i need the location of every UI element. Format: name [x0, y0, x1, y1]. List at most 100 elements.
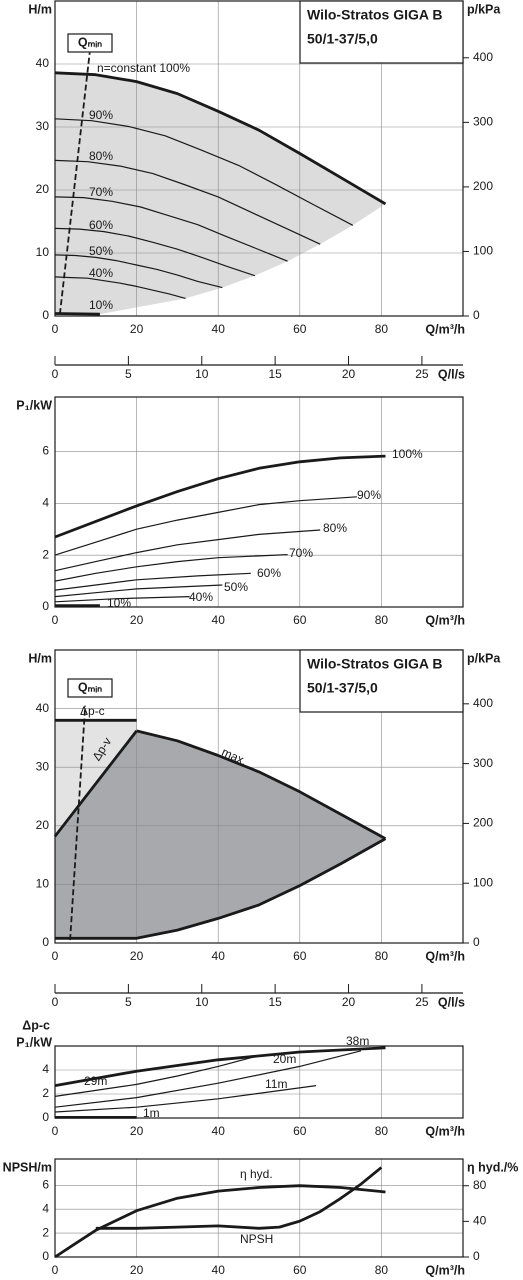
- y-axis-title: P₁/kW: [16, 1035, 52, 1049]
- curve: [59, 52, 91, 315]
- curve: [54, 312, 100, 316]
- x2-tick-label: 20: [342, 367, 356, 381]
- curve-label: 60%: [89, 218, 113, 232]
- x-tick-label: 80: [375, 949, 389, 963]
- x-axis-title: Q/m³/h: [425, 322, 465, 336]
- x-tick-label: 20: [130, 322, 144, 336]
- curve-label: 10%: [89, 298, 113, 312]
- y-tick-label: 4: [42, 1062, 49, 1076]
- x2-tick-label: 5: [125, 995, 132, 1009]
- y-tick-label: 40: [36, 701, 50, 715]
- curve: [54, 1046, 386, 1087]
- y-axis-title: P₁/kW: [16, 398, 52, 412]
- x2-tick-label: 25: [415, 367, 429, 381]
- curve: [54, 584, 223, 598]
- x-tick-label: 40: [212, 949, 226, 963]
- curve: [54, 71, 387, 206]
- y-tick-label: 0: [42, 935, 49, 949]
- x-tick-label: 20: [130, 1124, 144, 1138]
- y-tick-label: 2: [42, 1225, 49, 1239]
- x2-tick-label: 20: [342, 995, 356, 1009]
- x-tick-label: 20: [130, 613, 144, 627]
- y2-tick-label: 400: [473, 50, 493, 64]
- y-tick-label: 4: [42, 1201, 49, 1215]
- curve: [54, 454, 386, 539]
- y2-tick-label: 300: [473, 756, 493, 770]
- x2-tick-label: 25: [415, 995, 429, 1009]
- x-tick-label: 80: [375, 1124, 389, 1138]
- chart-subtitle: 50/1-37/5,0: [307, 31, 378, 47]
- chart-subtitle: 50/1-37/5,0: [307, 680, 378, 696]
- y-tick-label: 0: [42, 599, 49, 613]
- plot-frame: [54, 396, 464, 608]
- x-tick-label: 80: [375, 322, 389, 336]
- chart-title: Wilo-Stratos GIGA B: [307, 7, 442, 23]
- curve-label: 11m: [265, 1077, 287, 1091]
- x-tick-label: 60: [293, 1124, 307, 1138]
- curve-label: NPSH: [240, 1232, 273, 1246]
- plot-frame: [54, 1045, 464, 1119]
- control-mode: Δp-c: [22, 1018, 50, 1032]
- curve-label: 29m: [84, 1074, 107, 1088]
- curve: [54, 596, 190, 603]
- curve: [54, 496, 357, 556]
- plot-frame: [54, 0, 464, 317]
- x-tick-label: 60: [293, 322, 307, 336]
- x-tick-label: 20: [130, 949, 144, 963]
- x-tick-label: 60: [293, 613, 307, 627]
- x-tick-label: 40: [212, 322, 226, 336]
- y2-tick-label: 0: [473, 308, 480, 322]
- x-tick-label: 40: [212, 1263, 226, 1277]
- y2-tick-label: 0: [473, 935, 480, 949]
- x2-axis-title: Q/l/s: [438, 995, 465, 1009]
- x-tick-label: 40: [212, 613, 226, 627]
- curve-label: Qₘᵢₙ: [78, 35, 102, 49]
- chart-title: Wilo-Stratos GIGA B: [307, 656, 442, 672]
- curve: [54, 1050, 362, 1108]
- y2-tick-label: 100: [473, 875, 493, 889]
- y-tick-label: 0: [42, 308, 49, 322]
- curve: [54, 276, 186, 299]
- x-tick-label: 80: [375, 613, 389, 627]
- x-axis-title: Q/m³/h: [425, 1124, 465, 1138]
- x-tick-label: 20: [130, 1263, 144, 1277]
- x-axis-title: Q/m³/h: [425, 613, 465, 627]
- y2-tick-label: 100: [473, 244, 493, 258]
- y2-tick-label: 300: [473, 115, 493, 129]
- x2-tick-label: 0: [52, 367, 59, 381]
- x-tick-label: 60: [293, 1263, 307, 1277]
- curve: [54, 118, 354, 226]
- operating-range: [55, 730, 386, 939]
- x2-tick-label: 5: [125, 367, 132, 381]
- x-tick-label: 60: [293, 949, 307, 963]
- curve: [53, 730, 138, 838]
- curve-label: 50%: [89, 244, 113, 258]
- y2-tick-label: 200: [473, 816, 493, 830]
- curve: [54, 529, 321, 572]
- curve-label: 70%: [289, 546, 313, 560]
- y2-tick-label: 200: [473, 179, 493, 193]
- curve-label: 20m: [273, 1052, 296, 1066]
- x-tick-label: 0: [52, 322, 59, 336]
- curve-label: Δp-c: [80, 704, 105, 718]
- x-axis-title: Q/m³/h: [425, 1263, 465, 1277]
- y-axis-title: H/m: [28, 2, 52, 16]
- curve-label: 80%: [323, 521, 347, 535]
- curve-label: n=constant 100%: [97, 61, 190, 75]
- y-tick-label: 2: [42, 1086, 49, 1100]
- y-tick-label: 6: [42, 1177, 49, 1191]
- operating-range: [55, 720, 137, 837]
- x2-tick-label: 10: [195, 367, 209, 381]
- x-tick-label: 80: [375, 1263, 389, 1277]
- curve: [54, 572, 251, 591]
- curve: [136, 729, 387, 840]
- y-tick-label: 0: [42, 1110, 49, 1124]
- y-tick-label: 6: [42, 444, 49, 458]
- curve-label: 40%: [89, 266, 113, 280]
- x-tick-label: 0: [52, 1124, 59, 1138]
- y-axis-title: H/m: [28, 651, 52, 665]
- curve-label: 80%: [89, 149, 113, 163]
- x-tick-label: 40: [212, 1124, 226, 1138]
- y-tick-label: 20: [36, 182, 50, 196]
